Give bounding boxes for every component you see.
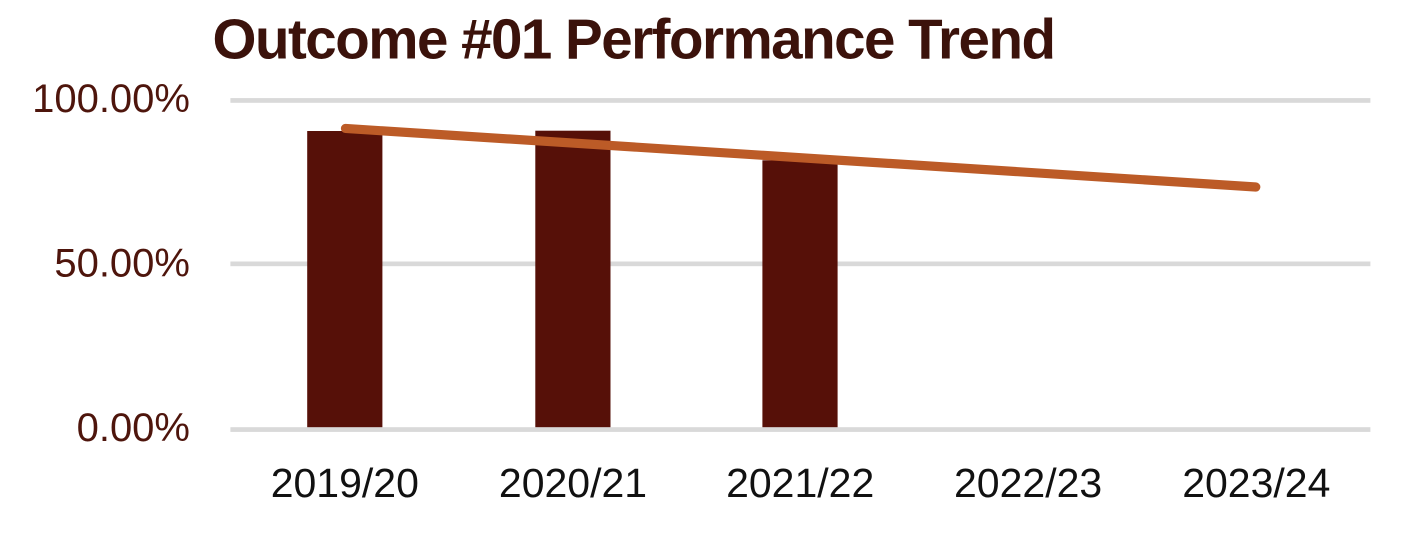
svg-text:50.00%: 50.00% <box>54 241 190 285</box>
svg-text:2021/22: 2021/22 <box>726 460 874 506</box>
svg-text:Outcome #01 Performance Trend: Outcome #01 Performance Trend <box>213 7 1055 70</box>
svg-text:2019/20: 2019/20 <box>271 460 419 506</box>
svg-text:2023/24: 2023/24 <box>1182 460 1330 506</box>
svg-text:2020/21: 2020/21 <box>499 460 647 506</box>
svg-text:0.00%: 0.00% <box>77 406 190 450</box>
svg-text:2022/23: 2022/23 <box>954 460 1102 506</box>
svg-text:100.00%: 100.00% <box>32 77 190 121</box>
